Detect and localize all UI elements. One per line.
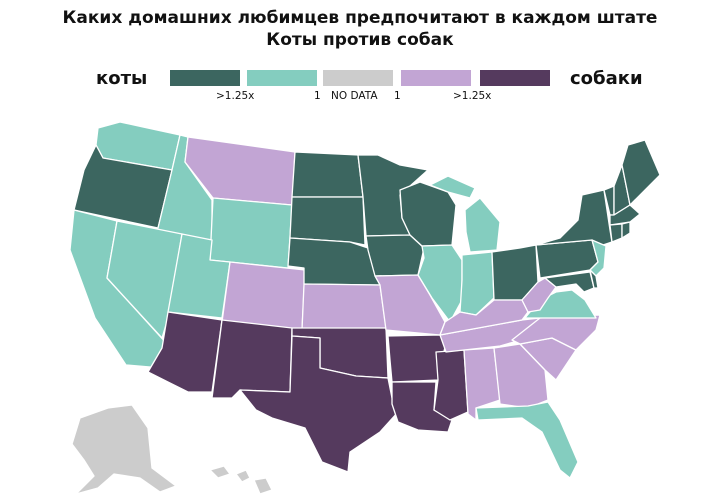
map-subtitle: Коты против собак xyxy=(266,30,454,50)
legend-cats-label: коты xyxy=(96,68,148,89)
legend-label-dogs-strong: >1.25x xyxy=(453,90,492,102)
state-TX xyxy=(239,335,399,473)
state-WV xyxy=(521,277,557,313)
state-ME xyxy=(621,139,661,206)
state-MI xyxy=(429,175,501,253)
legend-label-no-data: NO DATA xyxy=(331,90,378,102)
state-AK xyxy=(71,404,177,495)
state-IA xyxy=(365,234,425,277)
legend-dogs-label: собаки xyxy=(570,68,643,89)
state-CO xyxy=(221,261,306,331)
legend-label-dogs-one: 1 xyxy=(394,90,401,102)
legend-swatch-cats xyxy=(247,70,317,86)
state-FL xyxy=(475,401,579,479)
legend-swatch-dogs-strong xyxy=(480,70,550,86)
legend-label-cats-one: 1 xyxy=(314,90,321,102)
state-KS xyxy=(301,283,387,331)
state-MS xyxy=(433,349,469,421)
state-SD xyxy=(289,196,366,246)
map-title: Каких домашних любимцев предпочитают в к… xyxy=(62,8,658,28)
legend-swatch-no-data xyxy=(323,70,393,86)
state-NY xyxy=(535,189,613,247)
legend-swatch-cats-strong xyxy=(170,70,240,86)
state-RI xyxy=(621,221,631,239)
state-CT xyxy=(609,223,623,243)
state-LA xyxy=(391,381,453,433)
state-WY xyxy=(209,197,293,269)
state-ND xyxy=(291,151,364,198)
state-NM xyxy=(211,319,293,399)
state-DE xyxy=(589,269,599,289)
state-HI xyxy=(209,465,273,495)
legend-swatch-dogs xyxy=(401,70,471,86)
legend-label-cats-strong: >1.25x xyxy=(216,90,255,102)
